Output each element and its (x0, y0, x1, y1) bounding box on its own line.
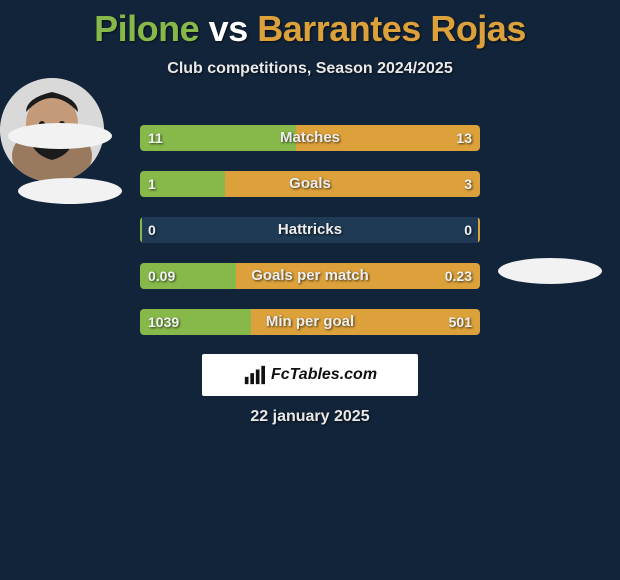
stat-bar-right (478, 217, 480, 243)
player2-name: Barrantes Rojas (257, 8, 526, 49)
comparison-title: Pilone vs Barrantes Rojas (0, 0, 620, 50)
stat-bar-right (236, 263, 480, 289)
stat-bar-left (140, 125, 296, 151)
stat-bar-left (140, 263, 236, 289)
snapshot-date: 22 january 2025 (0, 408, 620, 426)
player1-name: Pilone (94, 8, 199, 49)
stat-row: 1113Matches (140, 125, 480, 151)
player2-flag-placeholder (498, 258, 602, 284)
stat-value-left: 0 (140, 217, 164, 243)
bar-chart-icon (243, 364, 265, 386)
source-logo: FcTables.com (202, 354, 418, 396)
stat-row: 1039501Min per goal (140, 309, 480, 335)
stat-bar-left (140, 171, 225, 197)
subtitle: Club competitions, Season 2024/2025 (0, 60, 620, 78)
stat-bar-left (140, 309, 251, 335)
stat-row: 13Goals (140, 171, 480, 197)
player1-flag-placeholder (18, 178, 122, 204)
stat-bar-right (251, 309, 481, 335)
stats-bars: 1113Matches 13Goals 0 0Hattricks 0.090.23Goa… (140, 125, 480, 355)
title-vs: vs (209, 8, 248, 49)
stat-label: Hattricks (140, 217, 480, 243)
stat-bar-left (140, 217, 142, 243)
stat-row: 0 0Hattricks (140, 217, 480, 243)
stat-bar-right (296, 125, 480, 151)
player1-avatar-placeholder (8, 123, 112, 149)
stat-bar-right (225, 171, 480, 197)
source-logo-text: FcTables.com (271, 366, 377, 384)
stat-value-right: 0 (456, 217, 480, 243)
stat-row: 0.090.23Goals per match (140, 263, 480, 289)
